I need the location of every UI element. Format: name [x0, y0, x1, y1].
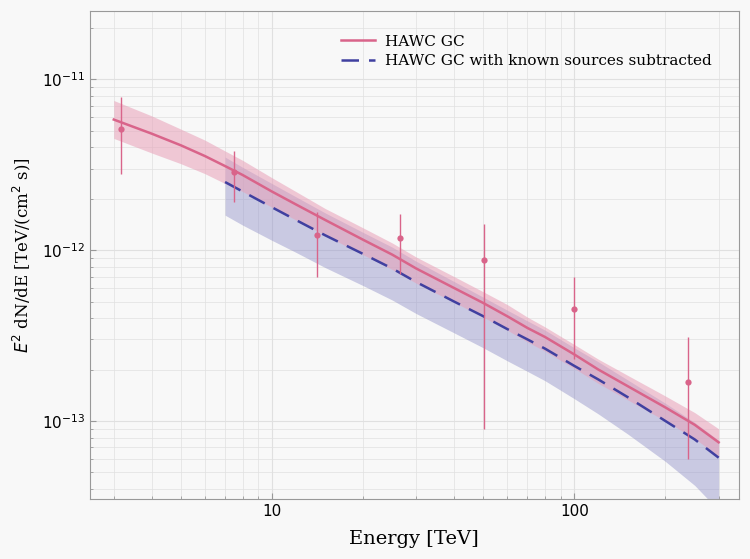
HAWC GC — [268, 188, 277, 195]
HAWC GC with known sources subtracted — [594, 376, 603, 383]
HAWC GC with known sources subtracted — [661, 418, 670, 424]
HAWC GC — [291, 201, 300, 208]
HAWC GC with known sources subtracted — [503, 326, 512, 333]
HAWC GC — [478, 300, 488, 306]
HAWC GC — [449, 285, 458, 291]
HAWC GC — [358, 236, 368, 243]
HAWC GC — [176, 142, 185, 149]
HAWC GC with known sources subtracted — [268, 204, 277, 211]
Line: HAWC GC: HAWC GC — [114, 120, 718, 442]
HAWC GC — [147, 130, 156, 137]
HAWC GC with known sources subtracted — [541, 345, 550, 352]
HAWC GC — [321, 216, 330, 223]
HAWC GC — [594, 366, 603, 373]
Line: HAWC GC with known sources subtracted: HAWC GC with known sources subtracted — [225, 182, 718, 458]
HAWC GC with known sources subtracted — [690, 436, 699, 443]
X-axis label: Energy [TeV]: Energy [TeV] — [350, 530, 479, 548]
HAWC GC — [690, 421, 699, 428]
HAWC GC with known sources subtracted — [412, 279, 421, 286]
HAWC GC with known sources subtracted — [321, 232, 330, 239]
HAWC GC — [541, 334, 550, 340]
HAWC GC — [238, 172, 247, 178]
HAWC GC — [200, 153, 209, 159]
HAWC GC with known sources subtracted — [570, 363, 579, 369]
HAWC GC with known sources subtracted — [623, 394, 632, 400]
HAWC GC — [661, 404, 670, 411]
HAWC GC — [570, 351, 579, 358]
HAWC GC with known sources subtracted — [238, 188, 247, 195]
HAWC GC with known sources subtracted — [220, 179, 230, 186]
HAWC GC — [714, 439, 723, 446]
HAWC GC with known sources subtracted — [291, 216, 300, 223]
HAWC GC with known sources subtracted — [523, 336, 532, 343]
HAWC GC with known sources subtracted — [449, 298, 458, 305]
HAWC GC with known sources subtracted — [358, 250, 368, 257]
HAWC GC with known sources subtracted — [714, 454, 723, 461]
HAWC GC with known sources subtracted — [478, 313, 488, 320]
HAWC GC — [623, 383, 632, 390]
HAWC GC — [503, 313, 512, 320]
Y-axis label: $E^2$ dN/dE [TeV/(cm$^2$ s)]: $E^2$ dN/dE [TeV/(cm$^2$ s)] — [11, 157, 34, 353]
HAWC GC with known sources subtracted — [388, 265, 397, 272]
HAWC GC — [523, 325, 532, 331]
HAWC GC — [412, 265, 421, 272]
Legend: HAWC GC, HAWC GC with known sources subtracted: HAWC GC, HAWC GC with known sources subt… — [335, 29, 718, 74]
HAWC GC — [388, 252, 397, 258]
HAWC GC — [220, 163, 230, 169]
HAWC GC — [110, 116, 118, 123]
